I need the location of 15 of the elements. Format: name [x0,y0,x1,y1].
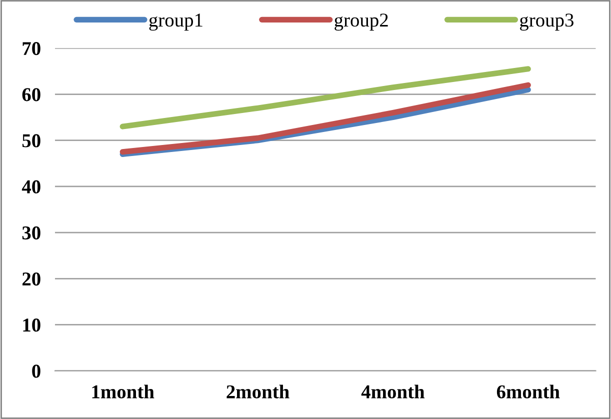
y-tick-label: 20 [22,272,40,286]
legend-label: group2 [334,14,388,31]
y-tick-label: 50 [22,134,40,148]
y-tick-label: 60 [22,88,40,102]
y-tick-label: 10 [23,318,40,332]
legend-label: group3 [520,14,574,31]
x-tick-label: 1month [92,384,154,398]
legend-label: group1 [149,14,202,31]
x-tick-label: 2month [226,384,290,398]
x-tick-label: 6month [496,384,560,398]
y-tick-label: 70 [22,42,40,56]
y-tick-label: 40 [22,180,40,194]
y-tick-label: 0 [32,364,40,378]
y-tick-label: 30 [22,226,40,240]
x-tick-label: 4month [361,384,425,398]
